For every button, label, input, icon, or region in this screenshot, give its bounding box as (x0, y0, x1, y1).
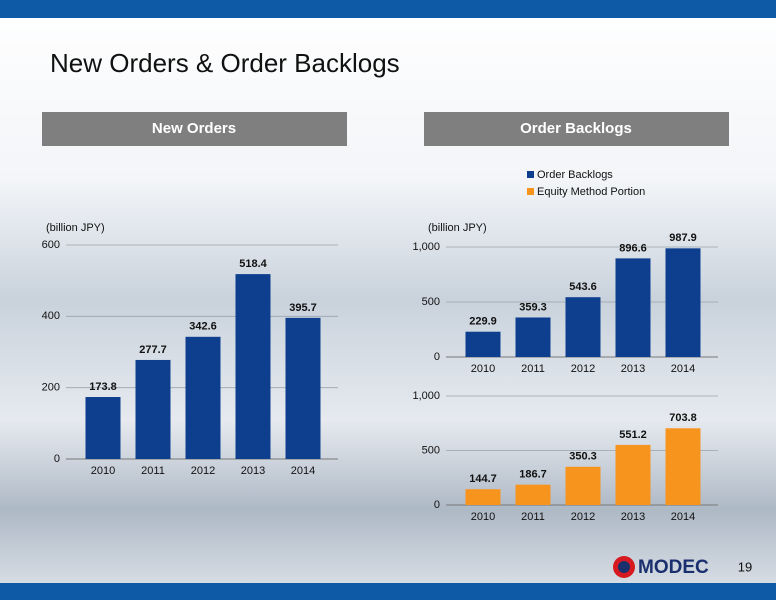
y-tick-label: 0 (54, 453, 60, 465)
value-label: 277.7 (139, 344, 167, 356)
x-tick-label: 2014 (671, 363, 695, 375)
bar (615, 258, 651, 357)
x-tick-label: 2013 (621, 511, 645, 523)
bar (185, 336, 221, 459)
bar (285, 317, 321, 459)
bar (235, 274, 271, 459)
top-bar (0, 0, 776, 18)
slide-title: New Orders & Order Backlogs (50, 48, 400, 78)
panel-title: New Orders (152, 120, 236, 137)
legend-label: Equity Method Portion (537, 186, 645, 198)
x-tick-label: 2011 (141, 465, 165, 477)
value-label: 896.6 (619, 242, 647, 254)
y-tick-label: 200 (42, 382, 60, 394)
logo: MODEC (638, 557, 709, 578)
y-tick-label: 500 (422, 296, 440, 308)
value-label: 703.8 (669, 412, 697, 424)
value-label: 350.3 (569, 451, 597, 463)
x-tick-label: 2013 (621, 363, 645, 375)
value-label: 173.8 (89, 381, 117, 393)
x-tick-label: 2010 (471, 363, 495, 375)
logo-icon (618, 561, 630, 573)
page-number: 19 (738, 559, 752, 574)
panel-header (424, 112, 729, 146)
bar (465, 331, 501, 357)
value-label: 229.9 (469, 316, 497, 328)
legend-label: Order Backlogs (537, 169, 613, 181)
bar (515, 317, 551, 357)
y-tick-label: 400 (42, 310, 60, 322)
panel-title: Order Backlogs (520, 120, 632, 137)
value-label: 518.4 (239, 258, 267, 270)
legend-swatch (527, 171, 534, 178)
y-tick-label: 500 (422, 444, 440, 456)
bar (665, 248, 701, 357)
x-tick-label: 2012 (571, 511, 595, 523)
y-tick-label: 0 (434, 351, 440, 363)
bar (85, 397, 121, 459)
x-tick-label: 2010 (471, 511, 495, 523)
bar (565, 466, 601, 505)
bar (515, 484, 551, 505)
x-tick-label: 2010 (91, 465, 115, 477)
y-tick-label: 1,000 (412, 241, 440, 253)
bar (615, 444, 651, 505)
value-label: 144.7 (469, 473, 497, 485)
y-axis-label: (billion JPY) (428, 222, 487, 234)
value-label: 342.6 (189, 321, 217, 333)
value-label: 987.9 (669, 232, 697, 244)
bar (135, 359, 171, 459)
x-tick-label: 2012 (191, 465, 215, 477)
x-tick-label: 2011 (521, 363, 545, 375)
value-label: 551.2 (619, 429, 647, 441)
value-label: 186.7 (519, 469, 547, 481)
panel-header (42, 112, 347, 146)
value-label: 359.3 (519, 301, 547, 313)
x-tick-label: 2013 (241, 465, 265, 477)
value-label: 543.6 (569, 281, 597, 293)
legend-swatch (527, 188, 534, 195)
bottom-bar (0, 583, 776, 600)
bar (465, 489, 501, 505)
y-axis-label: (billion JPY) (46, 222, 105, 234)
y-tick-label: 1,000 (412, 390, 440, 402)
x-tick-label: 2012 (571, 363, 595, 375)
y-tick-label: 0 (434, 499, 440, 511)
value-label: 395.7 (289, 302, 317, 314)
x-tick-label: 2014 (671, 511, 695, 523)
y-tick-label: 600 (42, 239, 60, 251)
bar (665, 428, 701, 505)
bar (565, 297, 601, 357)
x-tick-label: 2011 (521, 511, 545, 523)
x-tick-label: 2014 (291, 465, 315, 477)
